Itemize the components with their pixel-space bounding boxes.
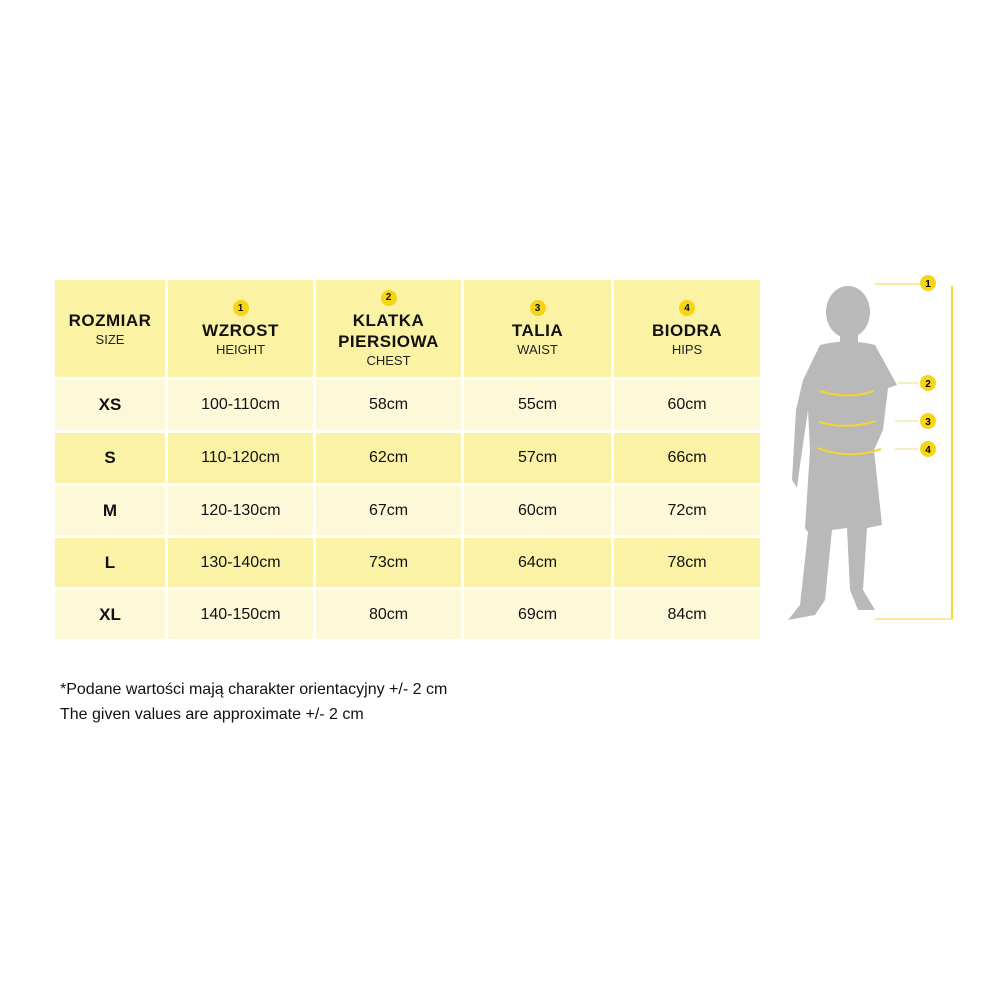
- svg-text:2: 2: [925, 379, 931, 390]
- hips-value: 72cm: [614, 486, 760, 535]
- disclaimer-note: *Podane wartości mają charakter orientac…: [60, 677, 447, 727]
- chest-value: 67cm: [316, 486, 461, 535]
- height-value: 130-140cm: [168, 538, 313, 587]
- size-label: XS: [55, 380, 165, 430]
- marker-badge: 2: [380, 289, 397, 306]
- svg-text:1: 1: [925, 279, 931, 290]
- chest-ring: [819, 390, 875, 397]
- chest-value: 80cm: [316, 590, 461, 639]
- header-subtitle: SIZE: [95, 332, 125, 347]
- marker-badge: 4: [679, 300, 695, 316]
- header-title: ROZMIAR: [68, 311, 152, 330]
- waist-value: 57cm: [464, 433, 611, 483]
- marker-badge: 3: [529, 300, 546, 316]
- header-subtitle: CHEST: [366, 352, 411, 368]
- header-hips: 4 BIODRA HIPS: [614, 280, 760, 377]
- header-size: ROZMIAR SIZE: [55, 280, 165, 377]
- waist-value: 64cm: [464, 538, 611, 587]
- header-subtitle: WAIST: [517, 342, 558, 357]
- size-label: XL: [55, 590, 165, 639]
- marker-3: 3: [920, 413, 936, 429]
- svg-text:3: 3: [925, 417, 931, 428]
- header-height: 1 WZROST HEIGHT: [168, 280, 313, 377]
- marker-2: 2: [920, 375, 936, 391]
- waist-value: 69cm: [464, 590, 611, 639]
- header-subtitle: HIPS: [671, 342, 703, 357]
- header-title: WZROST: [202, 321, 279, 340]
- header-subtitle: HEIGHT: [215, 342, 266, 357]
- child-silhouette: [788, 286, 897, 620]
- height-value: 120-130cm: [168, 486, 313, 535]
- size-label: M: [55, 486, 165, 535]
- note-english: The given values are approximate +/- 2 c…: [60, 706, 364, 723]
- height-value: 100-110cm: [168, 380, 313, 430]
- waist-value: 55cm: [464, 380, 611, 430]
- header-waist: 3 TALIA WAIST: [464, 280, 611, 377]
- hips-value: 66cm: [614, 433, 760, 483]
- hips-value: 60cm: [614, 380, 760, 430]
- size-label: S: [55, 433, 165, 483]
- size-chart-table: ROZMIAR SIZE 1 WZROST HEIGHT 2 KLATKA PIERSIOW…: [55, 280, 760, 639]
- hips-ring: [816, 447, 882, 456]
- hips-value: 84cm: [614, 590, 760, 639]
- note-polish: *Podane wartości mają charakter orientac…: [60, 681, 448, 698]
- marker-4: 4: [920, 441, 936, 457]
- waist-ring: [818, 420, 877, 427]
- header-title: KLATKA PIERSIOWA: [338, 310, 439, 351]
- marker-leaders: [895, 382, 918, 450]
- chest-value: 58cm: [316, 380, 461, 430]
- chest-value: 73cm: [316, 538, 461, 587]
- header-title: BIODRA: [651, 321, 723, 340]
- measurement-rings: [816, 283, 953, 620]
- waist-value: 60cm: [464, 486, 611, 535]
- height-value: 140-150cm: [168, 590, 313, 639]
- header-title: TALIA: [511, 321, 564, 340]
- marker-1: 1: [920, 275, 936, 291]
- child-measurement-figure: 1 2 3 4: [788, 275, 953, 620]
- svg-text:4: 4: [925, 445, 931, 456]
- hips-value: 78cm: [614, 538, 760, 587]
- chest-value: 62cm: [316, 433, 461, 483]
- marker-badge: 1: [232, 300, 249, 316]
- size-label: L: [55, 538, 165, 587]
- height-value: 110-120cm: [168, 433, 313, 483]
- header-chest: 2 KLATKA PIERSIOWA CHEST: [316, 280, 461, 377]
